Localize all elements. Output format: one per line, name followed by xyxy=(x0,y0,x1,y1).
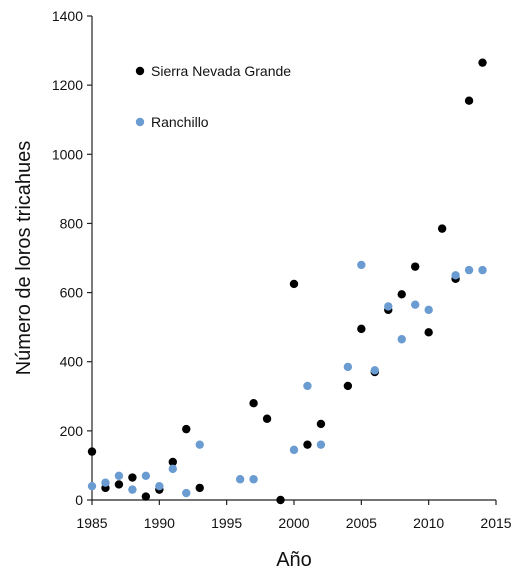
data-point xyxy=(168,464,177,474)
y-tick-label: 800 xyxy=(60,215,84,231)
x-tick-label: 2015 xyxy=(480,515,511,531)
data-point xyxy=(343,362,353,372)
data-point xyxy=(87,481,97,491)
legend-label: Ranchillo xyxy=(151,114,209,130)
legend: Sierra Nevada Grande Ranchillo xyxy=(135,63,291,130)
y-tick-label: 600 xyxy=(60,285,84,301)
data-point xyxy=(464,265,474,275)
data-point xyxy=(411,262,420,271)
data-point xyxy=(249,475,258,484)
data-point xyxy=(141,492,151,501)
data-point xyxy=(303,440,312,449)
legend-item: Sierra Nevada Grande xyxy=(135,63,291,79)
series-ranchillo xyxy=(87,260,487,498)
data-point xyxy=(101,478,110,487)
y-tick-label: 1000 xyxy=(52,146,83,162)
data-point xyxy=(128,485,137,494)
data-point xyxy=(114,471,124,480)
data-point xyxy=(182,488,191,498)
data-point xyxy=(168,457,177,467)
y-tick-label: 1200 xyxy=(52,77,83,93)
data-point xyxy=(424,328,433,337)
data-point xyxy=(141,471,151,480)
data-point xyxy=(155,481,164,491)
data-point xyxy=(262,414,272,423)
data-point xyxy=(451,271,460,280)
y-tick-label: 1400 xyxy=(52,8,83,24)
x-axis-title: Año xyxy=(276,549,312,571)
data-point xyxy=(316,440,326,449)
data-point xyxy=(370,366,379,375)
x-tick-label: 2005 xyxy=(346,515,377,531)
data-point xyxy=(128,473,137,482)
data-point xyxy=(397,290,406,299)
data-point xyxy=(316,419,326,429)
data-point xyxy=(464,96,474,105)
legend-marker xyxy=(135,66,145,76)
data-point xyxy=(289,445,299,455)
data-point xyxy=(235,475,245,484)
data-point xyxy=(357,324,366,334)
data-point xyxy=(478,58,487,67)
legend-marker xyxy=(135,117,145,127)
data-point xyxy=(114,480,124,489)
data-point xyxy=(195,440,204,449)
x-tick-label: 1985 xyxy=(76,515,107,531)
legend-label: Sierra Nevada Grande xyxy=(151,63,291,79)
y-tick-label: 0 xyxy=(75,492,83,508)
data-point xyxy=(87,447,97,456)
data-point xyxy=(384,302,393,311)
data-point xyxy=(303,381,312,391)
x-tick-label: 2000 xyxy=(278,515,309,531)
y-axis-title: Número de loros tricahues xyxy=(13,141,35,376)
data-point xyxy=(249,399,258,408)
y-tick-label: 200 xyxy=(60,423,84,439)
legend-item: Ranchillo xyxy=(135,114,209,130)
data-point xyxy=(357,260,366,270)
x-tick-label: 1990 xyxy=(144,515,175,531)
data-point xyxy=(289,279,299,289)
x-tick-label: 2010 xyxy=(413,515,444,531)
y-tick-label: 400 xyxy=(60,354,84,370)
data-point xyxy=(478,265,487,275)
data-point xyxy=(437,224,447,233)
axes: 0 200 400 600 800 1000 1200 1400 1985 1990 1995 200… xyxy=(52,8,512,531)
data-point xyxy=(195,483,204,493)
data-points xyxy=(87,58,487,505)
data-point xyxy=(343,381,353,391)
series-sierra-nevada-grande xyxy=(87,58,487,505)
data-point xyxy=(182,424,191,434)
data-point xyxy=(424,305,433,315)
data-point xyxy=(276,495,285,505)
x-tick-label: 1995 xyxy=(211,515,242,531)
data-point xyxy=(411,300,420,309)
data-point xyxy=(397,335,406,344)
